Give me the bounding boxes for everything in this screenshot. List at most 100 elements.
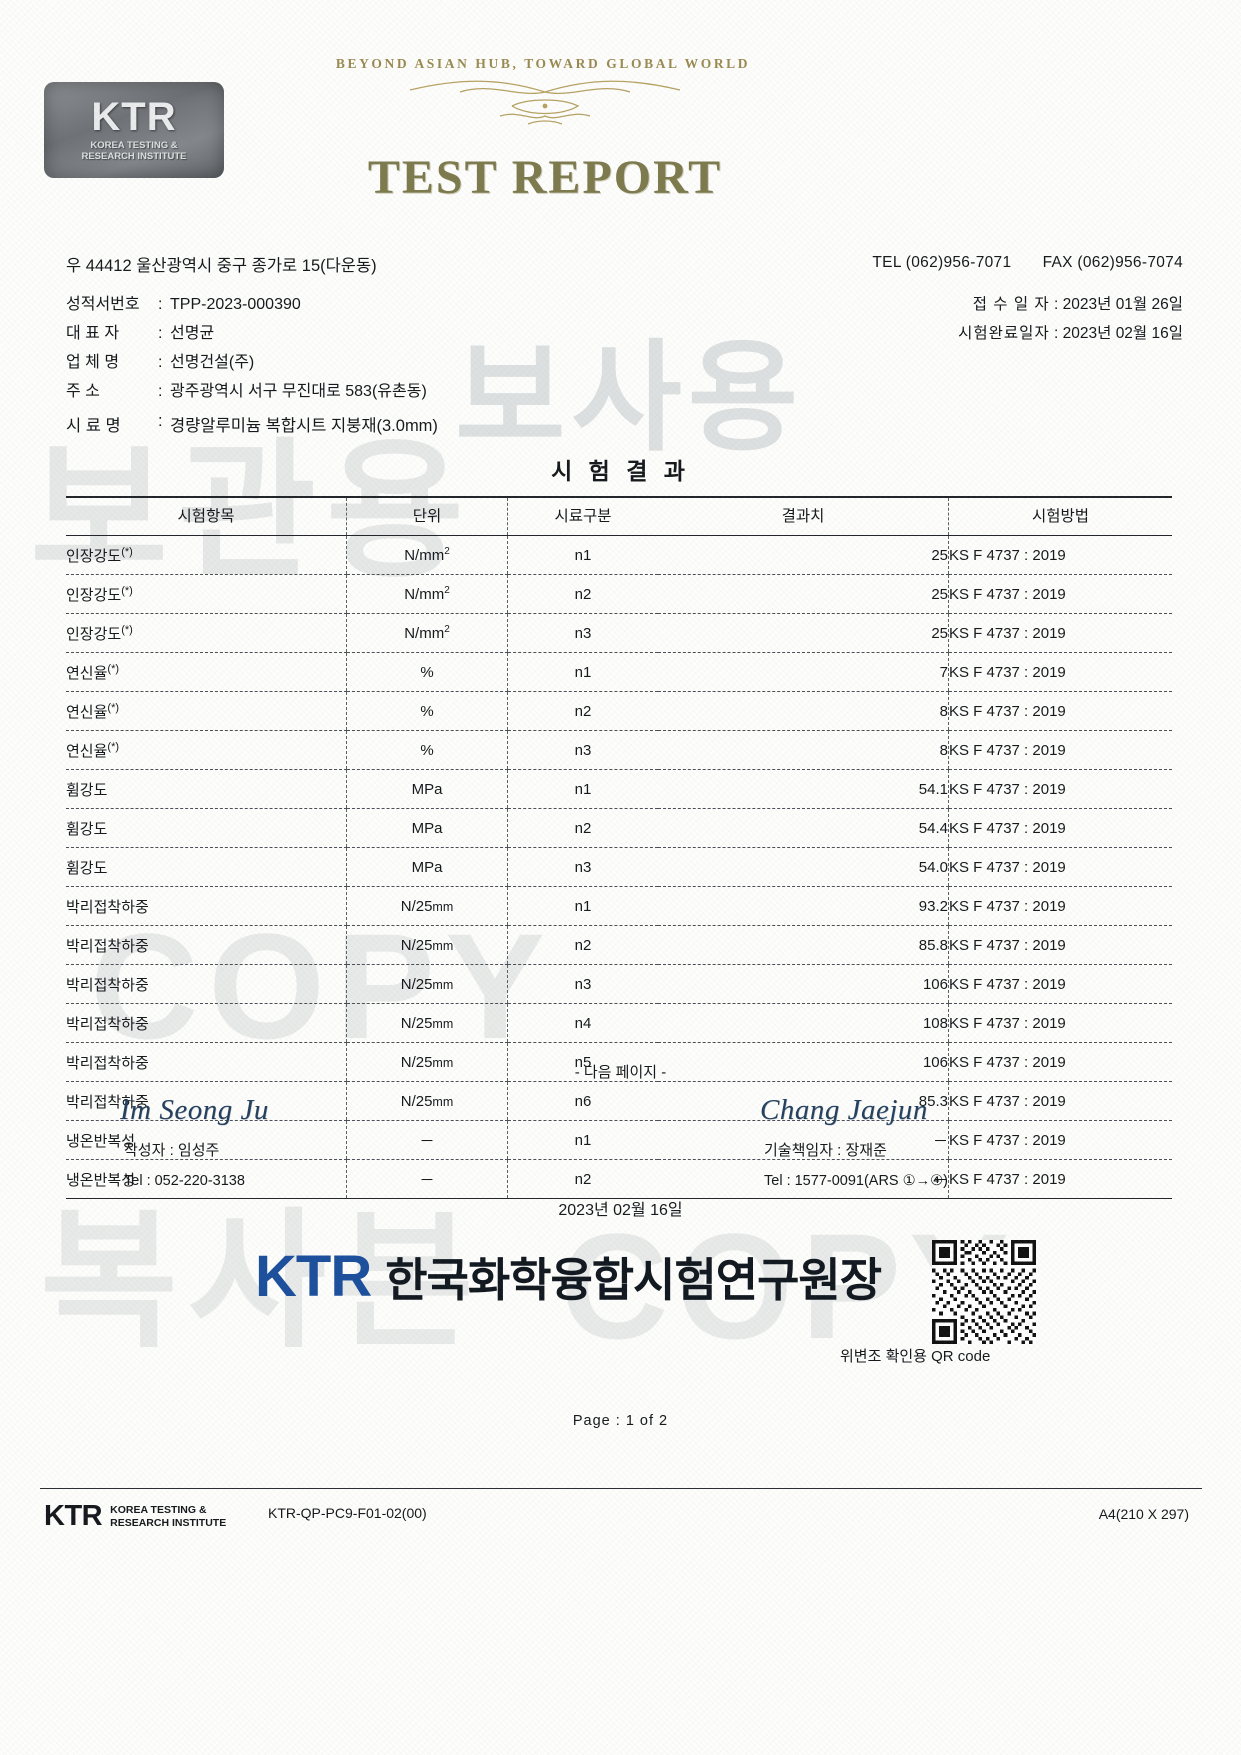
- table-row: 휨강도 MPa n1 54.1 KS F 4737 : 2019: [66, 769, 1172, 809]
- column-header-item: 시험항목: [66, 496, 347, 536]
- cell-test-item: 박리접착하중: [66, 1003, 347, 1043]
- signature-block-author: Im Seong Ju 작성자 : 임성주 Tel : 052-220-3138: [120, 1094, 269, 1189]
- cell-test-method: KS F 4737 : 2019: [948, 730, 1172, 770]
- cell-test-item: 휨강도: [66, 769, 347, 809]
- cell-sample-id: n5: [507, 1042, 658, 1082]
- cell-sample-id: n2: [507, 925, 658, 965]
- tel-value: (062)956-7071: [905, 254, 1012, 271]
- cell-sample-id: n2: [507, 574, 658, 614]
- cell-unit: MPa: [346, 847, 508, 887]
- ktr-logo-text: KTR: [91, 95, 177, 140]
- cell-unit: N/25mm: [346, 925, 508, 965]
- cell-unit: %: [346, 691, 508, 731]
- meta-value: 2023년 02월 16일: [1062, 325, 1183, 342]
- cell-unit: N/25mm: [346, 1003, 508, 1043]
- cell-test-method: KS F 4737 : 2019: [948, 925, 1172, 965]
- institute-address: 우 44412 울산광역시 중구 종가로 15(다운동): [66, 257, 377, 275]
- sample-name-row: 시 료 명 : 경량알루미늄 복합시트 지붕재(3.0mm): [66, 412, 438, 435]
- cell-unit: MPa: [346, 769, 508, 809]
- table-row: 냉온반복성 － n2 － KS F 4737 : 2019: [66, 1159, 1172, 1199]
- cell-unit: N/25mm: [346, 1042, 508, 1082]
- cell-test-method: KS F 4737 : 2019: [948, 691, 1172, 731]
- cell-test-item: 휨강도: [66, 847, 347, 887]
- table-row: 연신율(*)% n3 8 KS F 4737 : 2019: [66, 730, 1172, 770]
- footer-logo: KTR KOREA TESTING & RESEARCH INSTITUTE: [44, 1500, 226, 1533]
- cell-test-item: 연신율(*): [66, 691, 347, 731]
- footnote-marker: (*): [107, 662, 120, 675]
- cell-unit: %: [346, 652, 508, 692]
- signature-author-role: 작성자 : 임성주: [124, 1142, 220, 1159]
- cell-test-item: 인장강도(*): [66, 535, 347, 575]
- cell-unit: %: [346, 730, 508, 770]
- column-header-value: 결과치: [658, 496, 949, 536]
- table-row: 냉온반복성 － n1 － KS F 4737 : 2019: [66, 1120, 1172, 1160]
- cell-unit: N/25mm: [346, 886, 508, 926]
- cell-test-method: KS F 4737 : 2019: [948, 769, 1172, 809]
- signature-technical-manager-tel: Tel : 1577-0091(ARS ①→④): [764, 1173, 948, 1189]
- footer-logo-subtitle-line1: KOREA TESTING &: [110, 1503, 207, 1516]
- results-table: 시험항목 단위 시료구분 결과치 시험방법 인장강도(*) N/mm2 n1 25 KS…: [66, 496, 1172, 1199]
- cell-test-item: 휨강도: [66, 808, 347, 848]
- column-header-unit: 단위: [346, 496, 508, 536]
- signature-block-technical-manager: Chang Jaejun 기술책임자 : 장재준 Tel : 1577-0091…: [760, 1094, 948, 1189]
- cell-test-item: 냉온반복성: [66, 1120, 347, 1160]
- table-row: 박리접착하중 N/25mm n4 108 KS F 4737 : 2019: [66, 1003, 1172, 1043]
- cell-result-value: 54.4: [658, 808, 949, 848]
- cell-sample-id: n2: [507, 691, 658, 731]
- meta-label: 시험완료일자: [958, 325, 1050, 342]
- ktr-logo-subtitle-line1: KOREA TESTING &: [90, 140, 178, 152]
- cell-test-item: 인장강도(*): [66, 574, 347, 614]
- cell-test-method: KS F 4737 : 2019: [948, 886, 1172, 926]
- institute-contact: TEL (062)956-7071 FAX (062)956-7074: [872, 254, 1183, 272]
- table-row: 박리접착하중 N/25mm n3 106 KS F 4737 : 2019: [66, 964, 1172, 1004]
- cell-test-method: KS F 4737 : 2019: [948, 535, 1172, 575]
- cell-sample-id: n3: [507, 613, 658, 653]
- cell-test-item: 연신율(*): [66, 652, 347, 692]
- cell-test-method: KS F 4737 : 2019: [948, 1081, 1172, 1121]
- table-row: 박리접착하중 N/25mm n5 106 KS F 4737 : 2019: [66, 1042, 1172, 1082]
- column-header-method: 시험방법: [948, 496, 1172, 536]
- cell-unit: －: [346, 1120, 508, 1160]
- cell-unit: N/mm2: [346, 613, 508, 653]
- table-header-row: 시험항목 단위 시료구분 결과치 시험방법: [66, 496, 1172, 536]
- meta-row-address: 주 소 : 광주광역시 서구 무진대로 583(유촌동): [66, 377, 427, 406]
- cell-test-item: 박리접착하중: [66, 1081, 347, 1121]
- signature-author-tel: Tel : 052-220-3138: [124, 1173, 245, 1189]
- footer-paper-size: A4(210 X 297): [1098, 1506, 1189, 1522]
- table-row: 박리접착하중 N/25mm n2 85.8 KS F 4737 : 2019: [66, 925, 1172, 965]
- cell-test-method: KS F 4737 : 2019: [948, 574, 1172, 614]
- cell-sample-id: n1: [507, 652, 658, 692]
- cell-result-value: 25: [658, 574, 949, 614]
- footer-logo-mark: KTR: [44, 1500, 103, 1532]
- cell-sample-id: n1: [507, 886, 658, 926]
- issuing-organization-name: 한국화학융합시험연구원장: [385, 1253, 882, 1306]
- cell-result-value: －: [658, 1159, 949, 1199]
- signature-technical-manager-role: 기술책임자 : 장재준: [764, 1142, 887, 1159]
- cell-unit: N/mm2: [346, 574, 508, 614]
- footer-divider: [40, 1488, 1202, 1489]
- meta-row-received-date: 접 수 일 자 : 2023년 01월 26일: [972, 296, 1183, 313]
- cell-test-item: 냉온반복성: [66, 1159, 347, 1199]
- cell-test-item: 박리접착하중: [66, 925, 347, 965]
- tagline: BEYOND ASIAN HUB, TOWARD GLOBAL WORLD: [335, 56, 751, 71]
- cell-sample-id: n1: [507, 535, 658, 575]
- cell-sample-id: n6: [507, 1081, 658, 1121]
- cell-test-method: KS F 4737 : 2019: [948, 1003, 1172, 1043]
- cell-test-method: KS F 4737 : 2019: [948, 847, 1172, 887]
- cell-result-value: 93.2: [658, 886, 949, 926]
- table-row: 인장강도(*) N/mm2 n2 25 KS F 4737 : 2019: [66, 574, 1172, 614]
- issuing-organization: KTR 한국화학융합시험연구원장: [255, 1243, 882, 1310]
- footnote-marker: (*): [121, 545, 133, 558]
- table-row: 인장강도(*) N/mm2 n3 25 KS F 4737 : 2019: [66, 613, 1172, 653]
- cell-test-method: KS F 4737 : 2019: [948, 1159, 1172, 1199]
- cell-test-method: KS F 4737 : 2019: [948, 652, 1172, 692]
- signature-author: Im Seong Ju: [120, 1094, 269, 1126]
- qr-code[interactable]: [932, 1240, 1036, 1344]
- table-row: 인장강도(*) N/mm2 n1 25 KS F 4737 : 2019: [66, 535, 1172, 575]
- table-row: 연신율(*)% n2 8 KS F 4737 : 2019: [66, 691, 1172, 731]
- cell-result-value: 25: [658, 613, 949, 653]
- fax-value: (062)956-7074: [1077, 254, 1183, 271]
- cell-result-value: 54.0: [658, 847, 949, 887]
- watermark-copy-a: 보사용: [455, 331, 805, 465]
- table-row: 휨강도 MPa n2 54.4 KS F 4737 : 2019: [66, 808, 1172, 848]
